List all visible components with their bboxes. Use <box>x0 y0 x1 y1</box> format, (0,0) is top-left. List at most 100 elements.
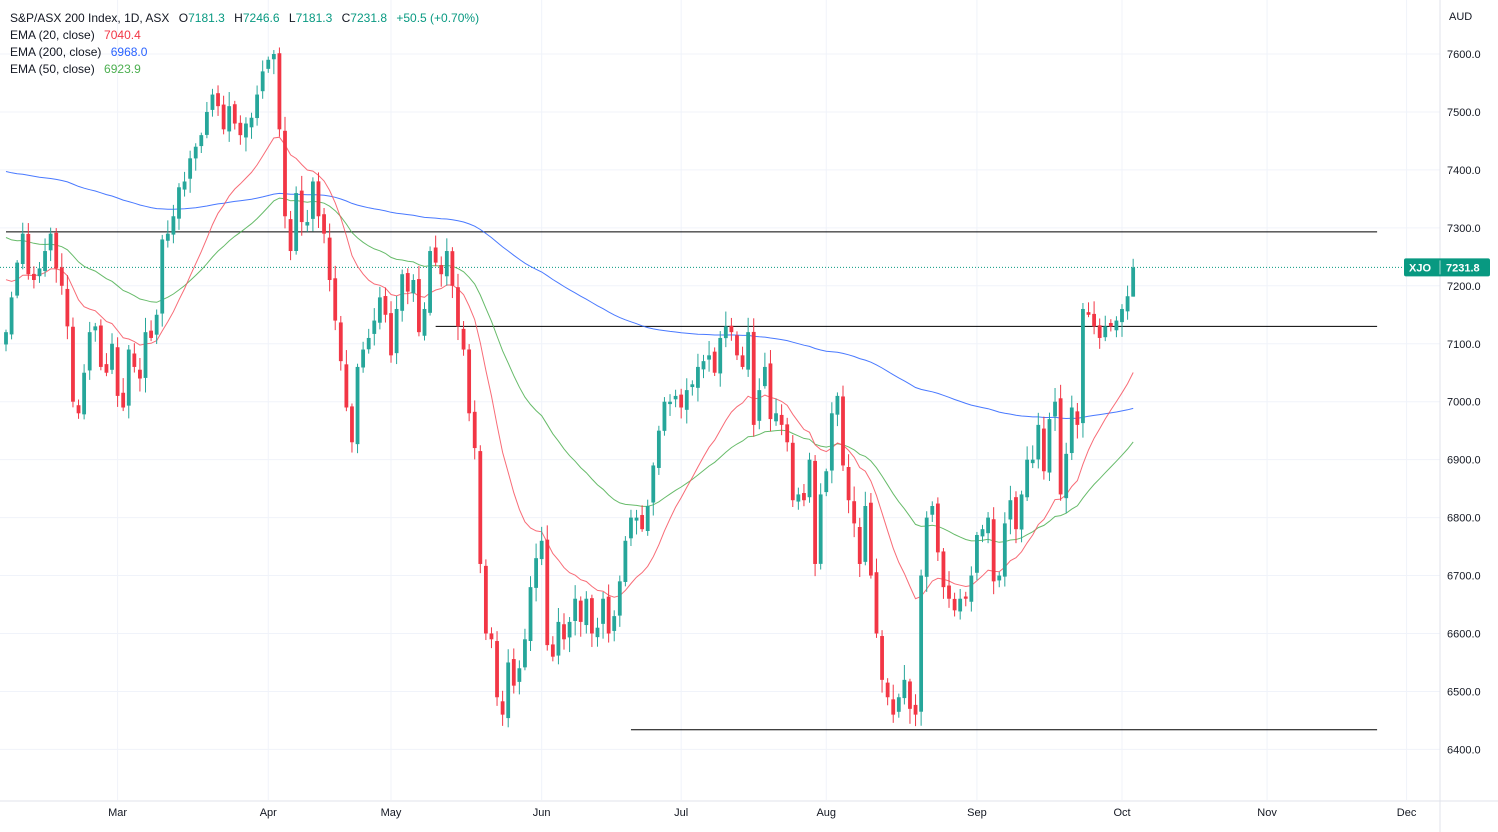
candle[interactable] <box>249 112 254 139</box>
candle[interactable] <box>478 445 483 574</box>
candle[interactable] <box>193 143 198 171</box>
candle[interactable] <box>863 491 868 566</box>
candle[interactable] <box>461 321 466 356</box>
candle[interactable] <box>299 175 304 236</box>
candle[interactable] <box>729 317 734 341</box>
candle[interactable] <box>1047 412 1052 481</box>
candle[interactable] <box>149 320 153 342</box>
candle[interactable] <box>690 380 695 396</box>
candle[interactable] <box>1030 445 1035 469</box>
candle[interactable] <box>20 222 25 270</box>
candle[interactable] <box>701 354 706 379</box>
candle[interactable] <box>87 321 92 380</box>
candle[interactable] <box>640 505 645 532</box>
candle[interactable] <box>835 392 840 427</box>
candle[interactable] <box>32 266 36 289</box>
candle[interactable] <box>43 238 47 277</box>
candle[interactable] <box>110 333 114 375</box>
candle[interactable] <box>177 183 181 230</box>
candle[interactable] <box>372 308 377 346</box>
candle[interactable] <box>182 171 187 197</box>
candle[interactable] <box>305 209 310 232</box>
candle[interactable] <box>506 649 511 728</box>
candle[interactable] <box>751 318 756 437</box>
indicator-ema200[interactable]: EMA (200, close) 6968.0 <box>10 44 479 61</box>
indicator-ema50[interactable]: EMA (50, close) 6923.9 <box>10 61 479 78</box>
candle[interactable] <box>746 317 751 377</box>
indicator-ema20[interactable]: EMA (20, close) 7040.4 <box>10 27 479 44</box>
candle[interactable] <box>612 610 617 642</box>
candle[interactable] <box>645 499 650 536</box>
candle[interactable] <box>991 507 996 595</box>
candles[interactable] <box>4 47 1136 728</box>
candle[interactable] <box>829 402 834 484</box>
candle[interactable] <box>545 525 550 651</box>
candle[interactable] <box>617 575 622 627</box>
candle[interactable] <box>361 341 366 373</box>
candle[interactable] <box>774 398 778 426</box>
candle[interactable] <box>924 511 929 592</box>
candle[interactable] <box>322 207 326 244</box>
candle[interactable] <box>1064 442 1069 513</box>
candle[interactable] <box>712 347 717 377</box>
candle[interactable] <box>232 100 237 130</box>
candle[interactable] <box>980 524 985 543</box>
candle[interactable] <box>1075 402 1080 439</box>
candle[interactable] <box>762 352 767 389</box>
candle[interactable] <box>997 571 1002 588</box>
candle[interactable] <box>785 417 790 452</box>
candle[interactable] <box>662 397 667 436</box>
candle[interactable] <box>723 311 728 348</box>
candle[interactable] <box>975 531 979 581</box>
candle[interactable] <box>277 47 282 137</box>
candle[interactable] <box>199 132 204 154</box>
candle[interactable] <box>59 253 64 295</box>
candle[interactable] <box>316 172 321 229</box>
candle[interactable] <box>802 484 806 507</box>
candle[interactable] <box>126 345 131 419</box>
candle[interactable] <box>98 319 103 371</box>
candle[interactable] <box>562 613 566 650</box>
candle[interactable] <box>528 576 533 651</box>
candle[interactable] <box>606 584 611 643</box>
candle[interactable] <box>422 302 427 341</box>
candle[interactable] <box>383 287 388 323</box>
candle[interactable] <box>735 331 739 361</box>
candle[interactable] <box>377 286 382 330</box>
candle[interactable] <box>1025 446 1030 502</box>
candle[interactable] <box>634 509 639 535</box>
candle[interactable] <box>623 536 628 587</box>
candle[interactable] <box>590 594 594 647</box>
candle[interactable] <box>255 85 259 126</box>
candle[interactable] <box>679 388 684 419</box>
candle[interactable] <box>450 247 455 299</box>
candle[interactable] <box>54 228 59 283</box>
candle[interactable] <box>902 665 907 705</box>
candle[interactable] <box>1120 304 1124 337</box>
candle[interactable] <box>1092 301 1096 335</box>
candle[interactable] <box>121 378 126 412</box>
candle[interactable] <box>1058 384 1063 501</box>
candle[interactable] <box>104 353 109 377</box>
candle[interactable] <box>271 50 276 75</box>
candle[interactable] <box>428 246 432 316</box>
candle[interactable] <box>132 343 137 373</box>
candle[interactable] <box>350 403 354 453</box>
candle[interactable] <box>1086 302 1091 318</box>
candle[interactable] <box>143 317 148 393</box>
candle[interactable] <box>115 337 120 407</box>
candle[interactable] <box>824 468 829 497</box>
candle[interactable] <box>48 227 53 262</box>
candle[interactable] <box>707 341 711 372</box>
candle[interactable] <box>941 548 946 599</box>
candle[interactable] <box>76 399 81 419</box>
candle[interactable] <box>495 631 499 706</box>
candle[interactable] <box>1108 319 1113 332</box>
candle[interactable] <box>1036 412 1041 469</box>
candle[interactable] <box>456 273 460 341</box>
candle[interactable] <box>986 512 990 544</box>
candle[interactable] <box>400 269 405 322</box>
candle[interactable] <box>138 357 142 392</box>
candle[interactable] <box>188 150 193 193</box>
candle[interactable] <box>841 385 845 471</box>
